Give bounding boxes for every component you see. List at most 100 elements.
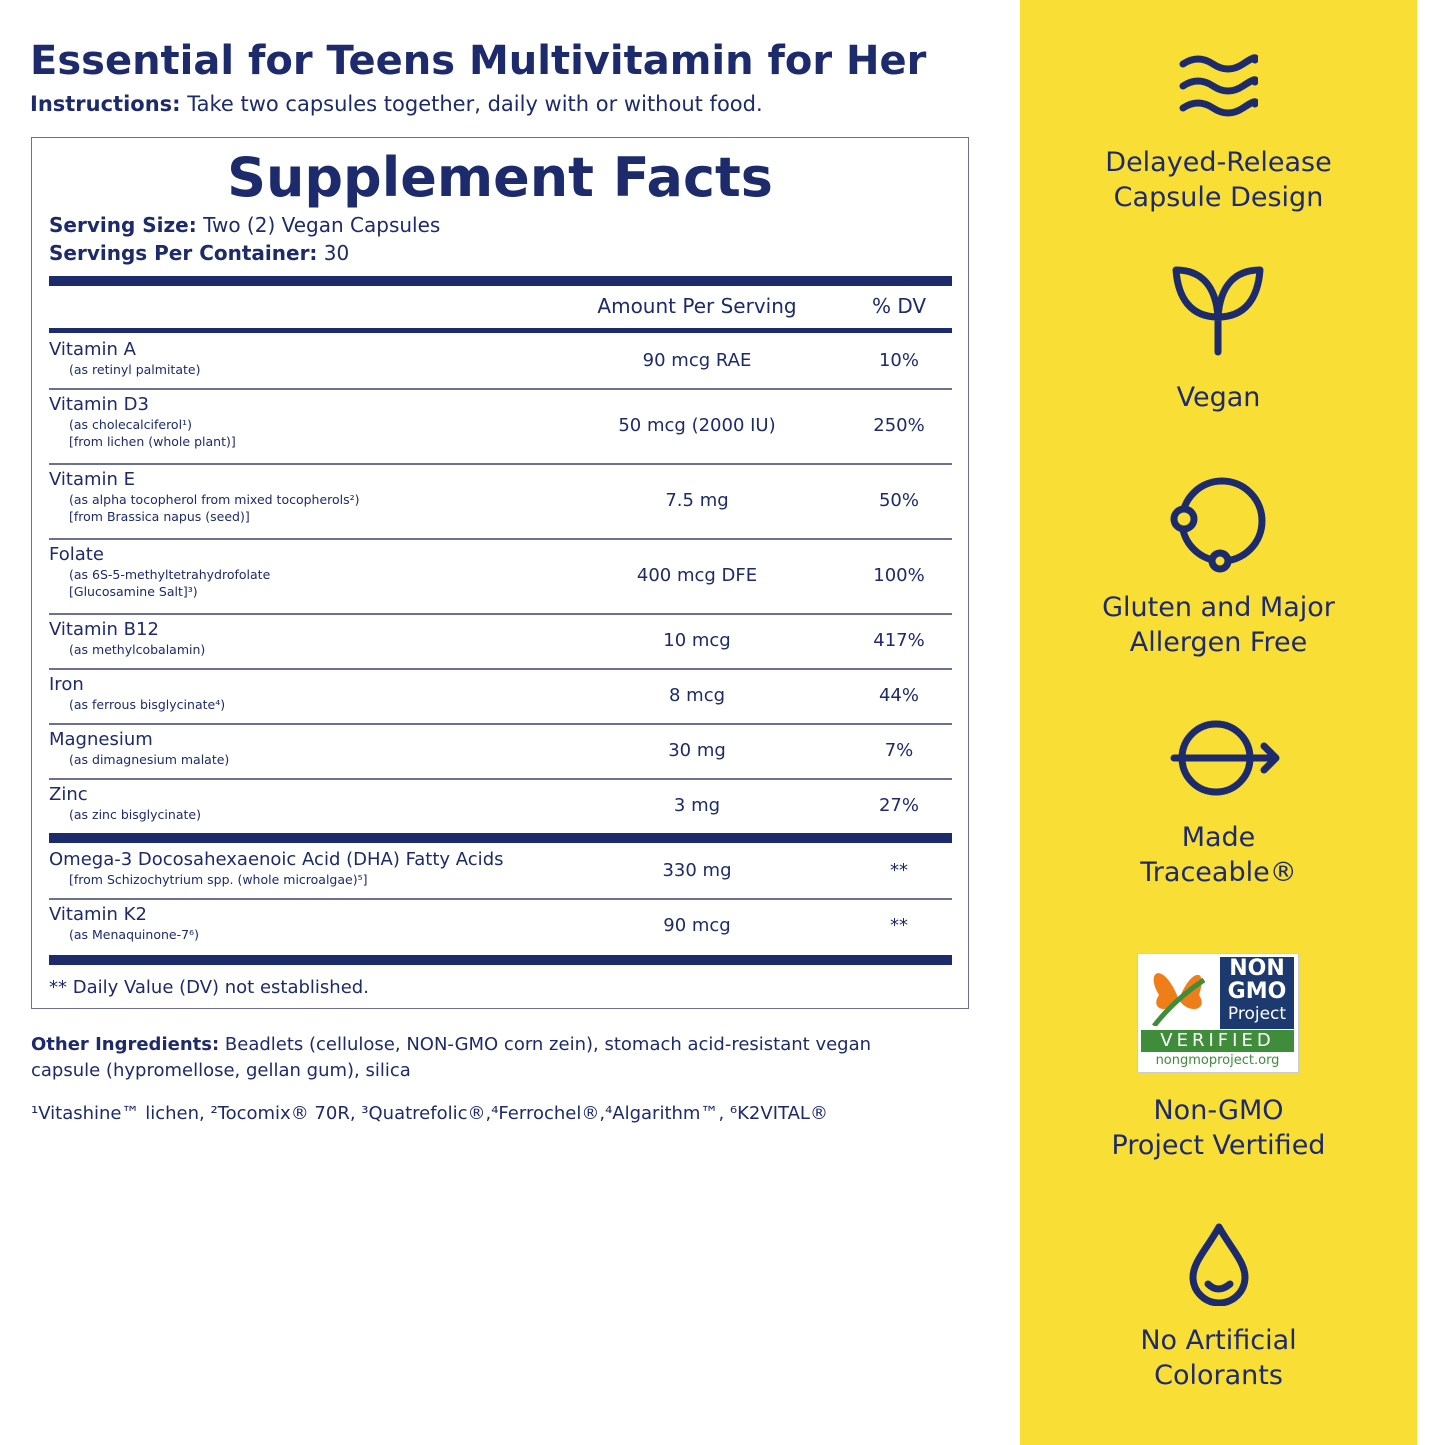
- nutrient-source: [from lichen (whole plant)]: [69, 434, 236, 449]
- nutrient-source: [Glucosamine Salt]³): [69, 584, 198, 599]
- nutrient-name: Vitamin D3: [49, 394, 149, 415]
- feature-line: No Artificial: [1140, 1325, 1297, 1356]
- row-divider: [49, 778, 952, 780]
- rule: [49, 328, 952, 333]
- sprout-icon: [1172, 266, 1264, 356]
- nutrient-source: (as zinc bisglycinate): [69, 807, 201, 822]
- daily-value: 44%: [878, 684, 919, 706]
- daily-value: 100%: [873, 564, 925, 586]
- amount: 30 mg: [668, 739, 726, 761]
- other-ingredients: Other Ingredients: Beadlets (cellulose, …: [31, 1032, 931, 1084]
- feature-line: Delayed-Release: [1105, 147, 1332, 178]
- nutrient-name: Vitamin A: [49, 339, 136, 360]
- other-ingredients-text: Beadlets (cellulose, NON-GMO corn zein),…: [31, 1034, 872, 1081]
- nutrient-source: (as retinyl palmitate): [69, 362, 201, 377]
- page-title: Essential for Teens Multivitamin for Her: [30, 38, 927, 84]
- feature-line: Allergen Free: [1129, 627, 1308, 658]
- row-divider: [49, 538, 952, 540]
- nutrient-source: (as ferrous bisglycinate⁴): [69, 697, 226, 712]
- feature-label: Vegan: [1020, 380, 1417, 415]
- drop-icon: [1189, 1223, 1249, 1306]
- facts-title: Supplement Facts: [227, 146, 773, 209]
- nutrient-name: Vitamin K2: [49, 904, 147, 925]
- feature-line: Project Vertified: [1111, 1130, 1326, 1161]
- badge-line: NON: [1229, 956, 1285, 981]
- feature-line: Capsule Design: [1113, 182, 1324, 213]
- serving-size-value: Two (2) Vegan Capsules: [203, 213, 441, 237]
- servings: Servings Per Container: 30: [49, 241, 349, 265]
- amount: 400 mcg DFE: [636, 564, 758, 586]
- feature-label: No Artificial Colorants: [1020, 1323, 1417, 1393]
- feature-panel: NON GMO Project VERIFIED nongmoproject.o…: [1020, 0, 1417, 1445]
- feature-label: Gluten and Major Allergen Free: [1020, 590, 1417, 660]
- row-divider: [49, 898, 952, 900]
- daily-value: 7%: [884, 739, 914, 761]
- instructions-text: Take two capsules together, daily with o…: [187, 92, 763, 116]
- badge-verified: VERIFIED: [1141, 1030, 1294, 1052]
- rule: [49, 276, 952, 286]
- amount: 90 mcg RAE: [642, 349, 752, 371]
- feature-line: Colorants: [1154, 1360, 1283, 1391]
- trace-icon: [1170, 720, 1280, 796]
- rule: [49, 833, 952, 843]
- amount: 7.5 mg: [665, 489, 729, 511]
- column-header: Amount Per Serving: [597, 294, 797, 318]
- row-divider: [49, 388, 952, 390]
- daily-value: 417%: [873, 629, 925, 651]
- row-divider: [49, 723, 952, 725]
- nutrient-source: (as 6S-5-methyltetrahydrofolate: [69, 567, 271, 582]
- daily-value: **: [890, 914, 908, 936]
- row-divider: [49, 463, 952, 465]
- badge-line: Project: [1227, 1004, 1287, 1024]
- feature-line: Non-GMO: [1153, 1095, 1284, 1126]
- feature-label: Non-GMO Project Vertified: [1020, 1093, 1417, 1163]
- nutrient-name: Vitamin B12: [49, 619, 159, 640]
- servings-label: Servings Per Container:: [49, 241, 318, 265]
- amount: 10 mcg: [663, 629, 731, 651]
- serving-size-label: Serving Size:: [49, 213, 197, 237]
- nutrient-name: Vitamin E: [49, 469, 136, 490]
- amount: 90 mcg: [663, 914, 731, 936]
- non-gmo-badge: NON GMO Project VERIFIED nongmoproject.o…: [1137, 953, 1299, 1073]
- row-divider: [49, 668, 952, 670]
- other-ingredients-label: Other Ingredients:: [31, 1034, 220, 1055]
- column-header: % DV: [871, 294, 927, 318]
- amount: 8 mcg: [668, 684, 726, 706]
- amount: 3 mg: [673, 794, 721, 816]
- waves-icon: [1179, 54, 1258, 117]
- nutrient-name: Iron: [49, 674, 84, 695]
- row-divider: [49, 613, 952, 615]
- daily-value: 10%: [878, 349, 919, 371]
- supplement-facts: Supplement Facts Serving Size: Two (2) V…: [31, 137, 969, 1009]
- amount: 50 mcg (2000 IU): [618, 414, 776, 436]
- serving-size: Serving Size: Two (2) Vegan Capsules: [49, 213, 440, 237]
- badge-line: GMO: [1227, 979, 1287, 1004]
- badge-block: NON GMO Project: [1220, 957, 1294, 1029]
- badge-url: nongmoproject.org: [1155, 1053, 1280, 1068]
- facts-footnote: ** Daily Value (DV) not established.: [49, 977, 369, 998]
- feature-line: Made: [1181, 822, 1256, 853]
- instructions-label: Instructions:: [30, 92, 181, 116]
- daily-value: 250%: [873, 414, 925, 436]
- nutrient-source: [from Schizochytrium spp. (whole microal…: [69, 872, 368, 887]
- nutrient-name: Folate: [49, 544, 104, 565]
- circle-icon: [1170, 477, 1266, 573]
- nutrient-name: Zinc: [49, 784, 88, 805]
- nutrient-source: (as methylcobalamin): [69, 642, 206, 657]
- feature-line: Traceable®: [1140, 857, 1297, 888]
- nutrient-name: Magnesium: [49, 729, 153, 750]
- servings-value: 30: [323, 241, 350, 265]
- nutrient-source: [from Brassica napus (seed)]: [69, 509, 250, 524]
- feature-line: Gluten and Major: [1102, 592, 1335, 623]
- trademarks: ¹Vitashine™ lichen, ²Tocomix® 70R, ³Quat…: [31, 1103, 828, 1124]
- feature-label: Made Traceable®: [1020, 820, 1417, 890]
- instructions: Instructions: Take two capsules together…: [30, 92, 763, 116]
- rule: [49, 955, 952, 965]
- nutrient-source: (as alpha tocopherol from mixed tocopher…: [69, 492, 360, 507]
- feature-line: Vegan: [1176, 382, 1261, 413]
- nutrient-source: (as dimagnesium malate): [69, 752, 230, 767]
- daily-value: **: [890, 859, 908, 881]
- daily-value: 50%: [878, 489, 919, 511]
